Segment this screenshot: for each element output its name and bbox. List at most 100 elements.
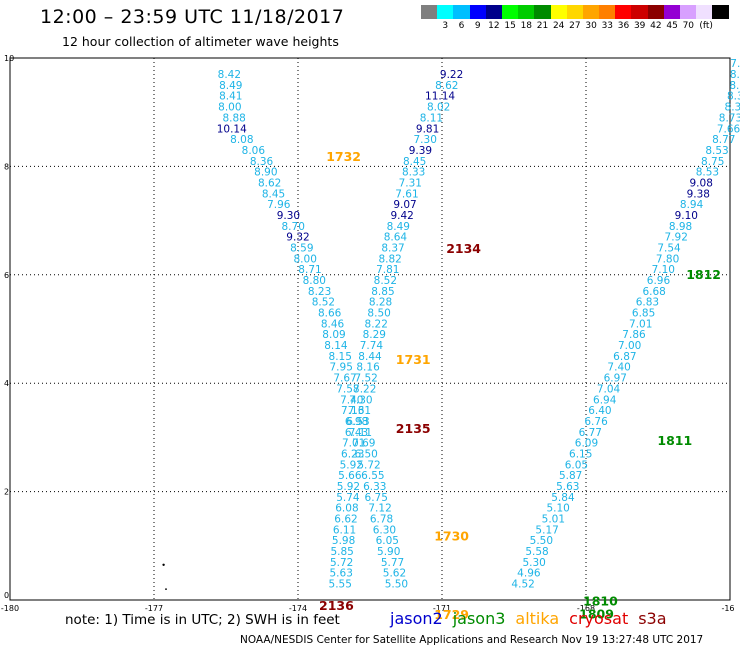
legend-label: 42 — [650, 21, 662, 31]
wave-height-value: 5.55 — [329, 579, 352, 591]
legend-label: 21 — [536, 21, 549, 31]
wave-height-value: 8.62 — [258, 177, 281, 189]
wave-height-value: 7.16 — [341, 405, 365, 417]
wave-height-value: 8.50 — [367, 308, 390, 320]
wave-height-value: 8.29 — [363, 329, 386, 341]
legend-swatch — [582, 5, 600, 19]
wave-height-value: 7.74 — [360, 340, 384, 352]
legend-label: 15 — [504, 21, 516, 31]
wave-height-value: 8.52 — [374, 275, 397, 287]
wave-height-value: 5.98 — [332, 535, 355, 547]
legend-label: 3 — [442, 21, 449, 31]
legend-label: 24 — [552, 21, 565, 31]
wave-height-value: 8.77 — [712, 134, 735, 146]
wave-height-value: 6.50 — [354, 448, 377, 460]
legend-swatch — [663, 5, 680, 19]
wave-height-value: 8.49 — [219, 80, 242, 92]
wave-height-value: 8.98 — [669, 221, 692, 233]
wave-height-value: 8.82 — [378, 253, 401, 265]
wave-height-value: 9.22 — [440, 69, 463, 81]
wave-height-value: 8.06 — [242, 145, 266, 157]
wave-height-value: 8.00 — [294, 253, 317, 265]
wave-height-value: 7.04 — [597, 383, 621, 395]
legend-swatch — [501, 5, 519, 19]
wave-height-value: 8.85 — [371, 286, 394, 298]
lat-tick-label: 8 — [4, 162, 9, 171]
data-marker — [165, 588, 167, 591]
wave-height-value: 6.98 — [345, 416, 368, 428]
wave-height-value: 8.49 — [387, 221, 410, 233]
wave-height-value: 6.96 — [647, 275, 671, 287]
wave-height-value: 8.53 — [705, 145, 728, 157]
wave-height-value: 7.12 — [368, 503, 391, 515]
wave-height-value: 8.15 — [329, 351, 352, 363]
color-legend: 3 6 9 12 15 18 21 24 27 30 33 36 39 42 45 70 (ft) — [421, 5, 729, 31]
wave-height-value: 6.87 — [613, 351, 636, 363]
legend-swatch — [534, 5, 551, 19]
pass-time-label: 1729 — [434, 607, 469, 622]
wave-height-value: 6.78 — [370, 513, 393, 525]
wave-height-value: 8.70 — [282, 221, 305, 233]
wave-height-value: 8.73 — [719, 112, 740, 124]
wave-height-value: 6.40 — [588, 405, 611, 417]
wave-height-value: 6.83 — [636, 297, 659, 309]
legend-swatch — [485, 5, 502, 19]
wave-height-value: 7.58 — [336, 383, 359, 395]
wave-height-value: 8.59 — [290, 242, 313, 254]
wave-height-value: 8.08 — [230, 134, 253, 146]
wave-height-value: 6.43 — [345, 427, 368, 439]
wave-height-value: 9.42 — [390, 210, 413, 222]
wave-height-value: 6.94 — [593, 394, 617, 406]
wave-height-value: 8.16 — [356, 362, 380, 374]
wave-height-value: 8.49 — [730, 69, 740, 81]
wave-height-value: 8.90 — [254, 167, 277, 179]
lon-tick-label: -177 — [145, 604, 163, 613]
legend-label: 9 — [474, 21, 481, 31]
legend-swatch — [696, 5, 713, 19]
wave-height-value: 6.08 — [335, 503, 358, 515]
legend-label: 36 — [617, 21, 630, 31]
wave-height-value: 6.68 — [642, 286, 665, 298]
pass-time-label: 1811 — [657, 433, 692, 448]
legend-swatch — [469, 5, 486, 19]
wave-height-value: 9.39 — [409, 145, 432, 157]
wave-height-value: 8.33 — [402, 167, 425, 179]
legend-color-bar — [421, 5, 729, 19]
pass-time-label: 2134 — [446, 241, 481, 256]
wave-height-value: 6.15 — [569, 448, 592, 460]
lat-tick-label: 0 — [4, 591, 9, 600]
satellite-legend: jason2 jason3 altika cryosat s3a — [390, 609, 677, 628]
wave-height-value: 5.63 — [556, 481, 579, 493]
wave-height-value: 5.74 — [336, 492, 360, 504]
wave-height-value: 8.64 — [384, 232, 408, 244]
wave-height-value: 5.92 — [337, 481, 360, 493]
wave-height-value: 7.10 — [652, 264, 675, 276]
wave-height-value: 9.32 — [286, 232, 309, 244]
wave-height-value: 8.88 — [222, 112, 245, 124]
lat-tick-label: 2 — [4, 488, 9, 497]
wave-height-value: 5.30 — [522, 557, 545, 569]
pass-time-label: 1730 — [434, 528, 469, 543]
wave-height-value: 5.72 — [357, 459, 380, 471]
wave-height-value: 7.40 — [340, 394, 363, 406]
wave-height-value: 5.92 — [340, 459, 363, 471]
wave-height-value: 5.58 — [525, 546, 548, 558]
legend-swatch — [566, 5, 583, 19]
legend-label: 33 — [601, 21, 614, 31]
wave-height-value: 7.01 — [629, 318, 652, 330]
legend-swatch — [421, 5, 438, 19]
wave-height-value: 7.61 — [395, 188, 418, 200]
legend-label: 6 — [458, 21, 465, 31]
page-title: 12:00 – 23:59 UTC 11/18/2017 — [40, 6, 345, 28]
wave-height-value: 8.71 — [298, 264, 321, 276]
lon-tick-label: -171 — [433, 604, 451, 613]
pass-time-label: 1731 — [396, 352, 431, 367]
wave-height-value: 7.67 — [333, 373, 356, 385]
wave-height-value: 8.09 — [322, 329, 345, 341]
lon-tick-label: -168 — [577, 604, 595, 613]
wave-height-value: 7.00 — [618, 340, 641, 352]
wave-height-value: 11.14 — [425, 91, 455, 103]
wave-height-value: 8.28 — [369, 297, 392, 309]
wave-height-value: 8.14 — [324, 340, 348, 352]
